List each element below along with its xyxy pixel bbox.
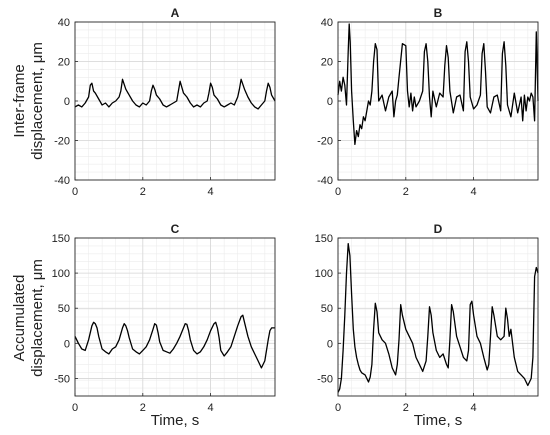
y-tick-label-b: -20 [317, 136, 333, 148]
y-tick-label-a: -40 [54, 175, 70, 187]
x-tick-label-b: 2 [403, 186, 409, 198]
data-line-d-series-0 [337, 242, 539, 393]
y-tick-label-c: 150 [52, 233, 70, 245]
y-tick-label-a: 20 [58, 57, 70, 69]
axes-frame-c [74, 237, 276, 397]
y-tick-label-a: 0 [64, 96, 70, 108]
y-axis-label-bottom-line-2: displacement, μm [29, 259, 46, 377]
y-tick-label-a: -20 [54, 136, 70, 148]
x-tick-label-a: 2 [140, 186, 146, 198]
y-tick-label-b: 40 [321, 17, 333, 29]
y-tick-label-d: 0 [327, 338, 333, 350]
x-tick-label-c: 4 [208, 402, 214, 414]
y-tick-label-d: 100 [315, 268, 333, 280]
x-tick-label-a: 4 [208, 186, 214, 198]
data-line-b-series-0 [337, 23, 539, 146]
y-tick-label-c: -50 [54, 373, 70, 385]
y-tick-label-c: 100 [52, 268, 70, 280]
y-tick-label-c: 50 [58, 303, 70, 315]
y-tick-label-b: -40 [317, 175, 333, 187]
x-tick-label-c: 0 [72, 402, 78, 414]
y-tick-label-a: 40 [58, 17, 70, 29]
y-tick-label-b: 20 [321, 57, 333, 69]
x-axis-label-d: Time, s [414, 412, 463, 429]
y-tick-label-c: 0 [64, 338, 70, 350]
panel-title-a: A [171, 6, 180, 20]
y-axis-label-bottom-line-1: Accumulated [11, 275, 28, 362]
x-tick-label-b: 4 [471, 186, 477, 198]
y-axis-label-top-line-1: Inter-frame [11, 64, 28, 137]
x-tick-label-b: 0 [335, 186, 341, 198]
axes-frame-d [337, 237, 539, 397]
data-line-c-series-0 [74, 314, 275, 369]
y-tick-label-d: 150 [315, 233, 333, 245]
x-tick-label-a: 0 [72, 186, 78, 198]
x-tick-label-d: 2 [403, 402, 409, 414]
panel-title-d: D [434, 222, 443, 236]
plot-panel-b: 0 2 4 -40 -20 0 20 40 B [317, 6, 539, 198]
panel-title-b: B [434, 6, 443, 20]
axes-frame-a [74, 21, 276, 181]
x-tick-label-d: 4 [471, 402, 477, 414]
axes-frame-b [337, 21, 539, 181]
panel-title-c: C [171, 222, 180, 236]
data-line-a-series-0 [74, 78, 276, 110]
x-tick-label-d: 0 [335, 402, 341, 414]
x-tick-label-c: 2 [140, 402, 146, 414]
plot-panel-d: 0 2 4 -50 0 50 100 150 D [315, 222, 539, 414]
y-axis-label-top-line-2: displacement, μm [29, 42, 46, 160]
plot-panel-a: 0 2 4 -40 -20 0 20 40 A [54, 6, 276, 198]
x-axis-label-c: Time, s [151, 412, 200, 429]
y-tick-label-d: 50 [321, 303, 333, 315]
plot-panel-c: 0 2 4 -50 0 50 100 150 C [52, 222, 276, 414]
y-tick-label-d: -50 [317, 373, 333, 385]
y-tick-label-b: 0 [327, 96, 333, 108]
